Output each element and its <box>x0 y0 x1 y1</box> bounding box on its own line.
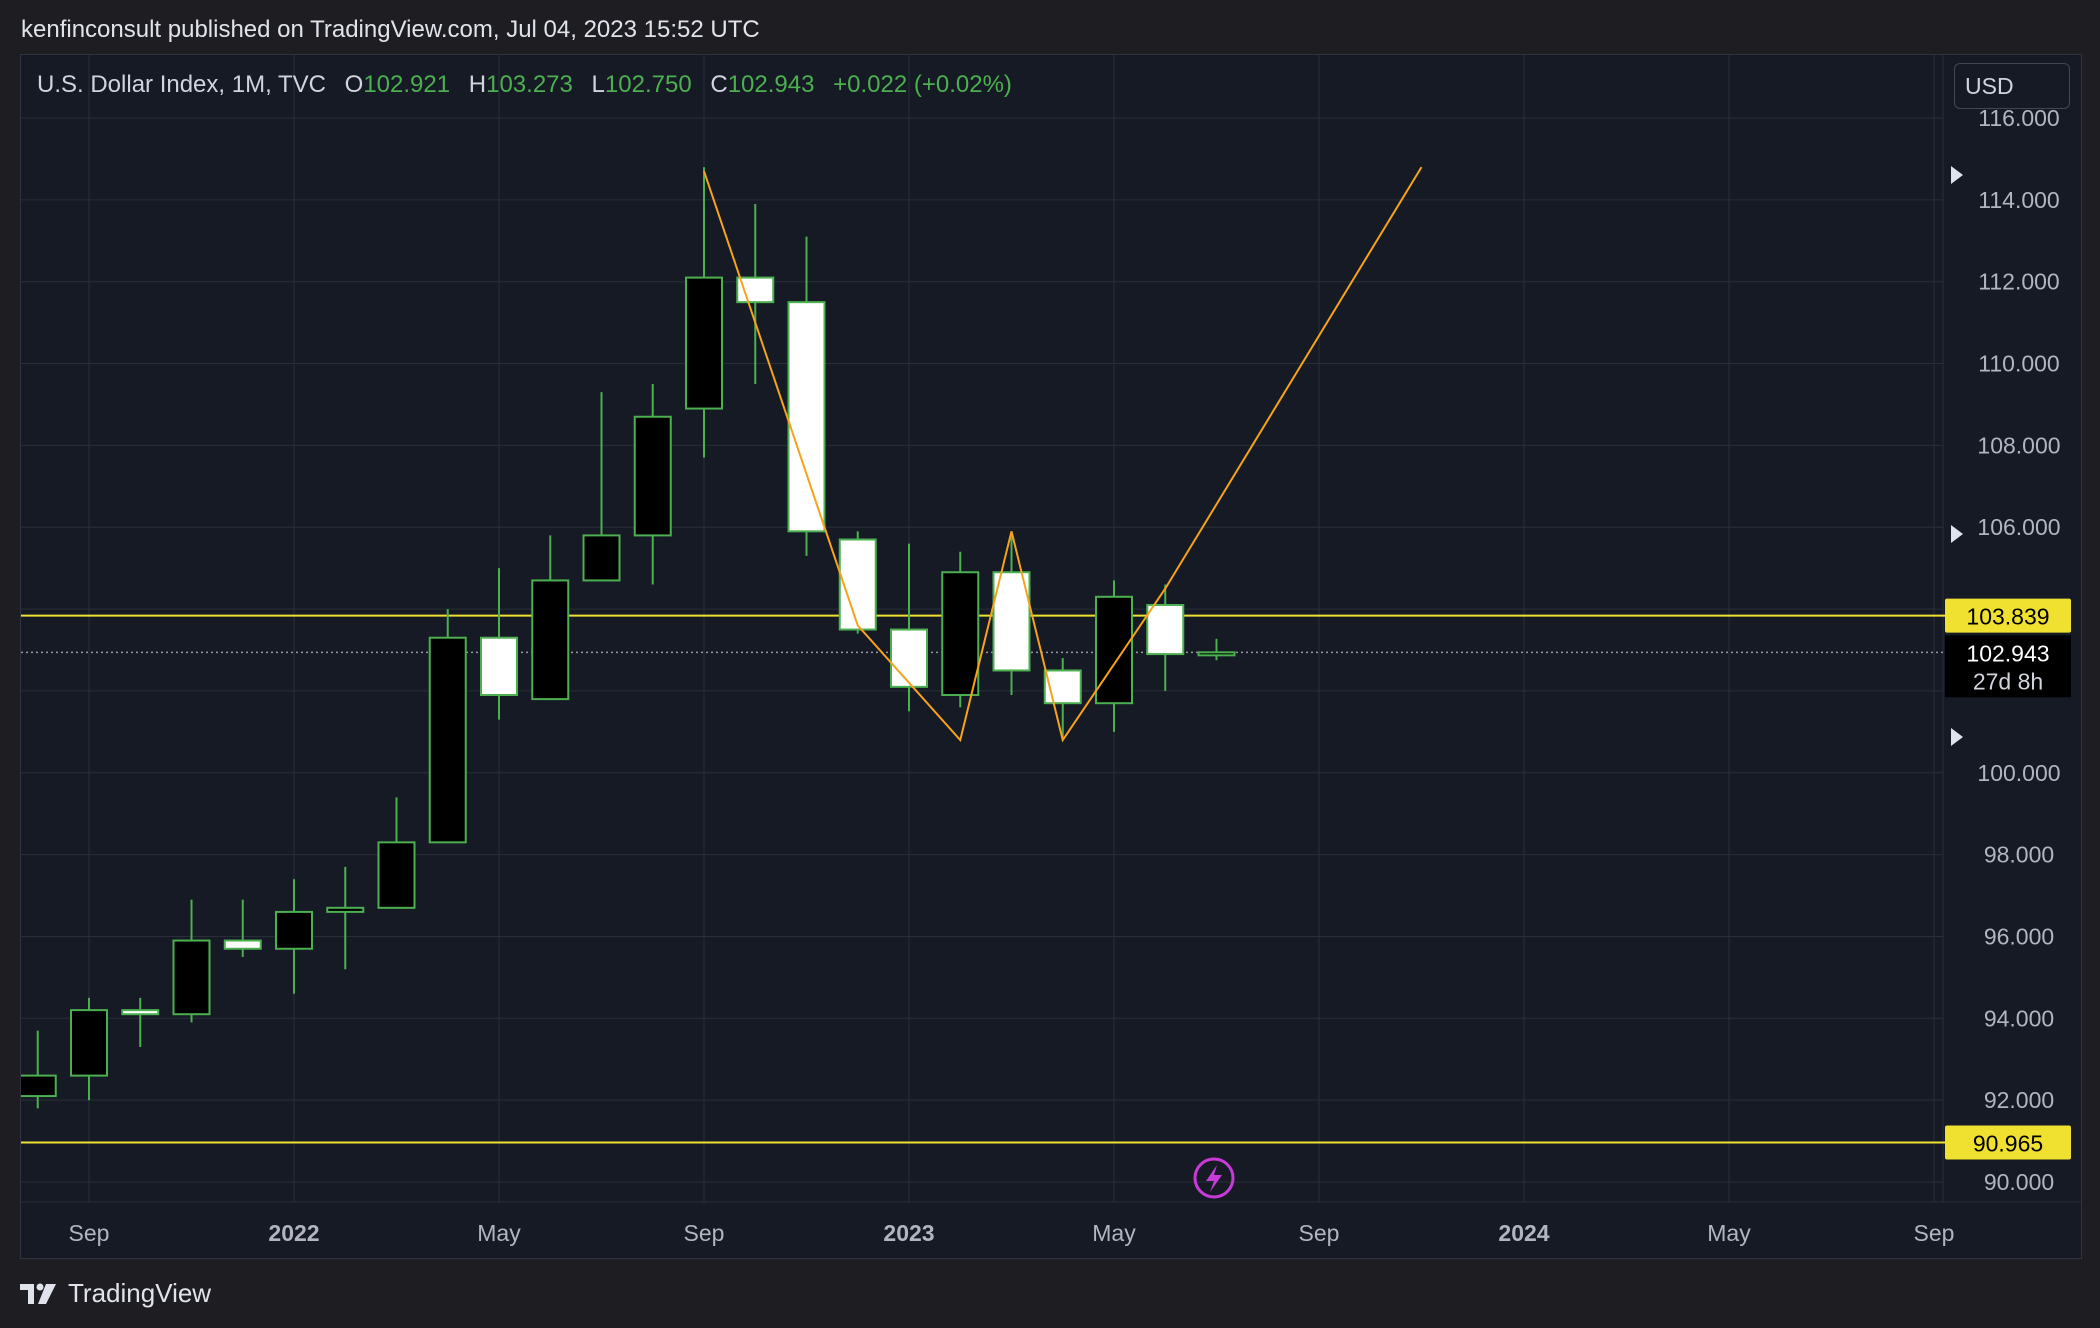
change-value: +0.022 (+0.02%) <box>833 71 1012 98</box>
candle-up[interactable] <box>70 1009 108 1077</box>
y-tick-label: 96.000 <box>1984 923 2054 949</box>
axis-scroll-arrow-icon[interactable] <box>1951 525 1963 543</box>
candle-up[interactable] <box>582 534 621 582</box>
candle-up[interactable] <box>377 841 416 909</box>
y-tick-label: 98.000 <box>1984 842 2054 868</box>
candle-down[interactable] <box>1043 669 1082 705</box>
candle-up[interactable] <box>1095 595 1133 705</box>
price-chart[interactable]: 116.000 114.000 112.000 110.000 108.000 106.0… <box>21 55 2081 1258</box>
candle-down[interactable] <box>480 636 518 697</box>
x-tick-label: 2022 <box>268 1220 319 1246</box>
candle-down[interactable] <box>890 628 928 688</box>
x-tick-label: May <box>1707 1220 1751 1246</box>
open-value: 102.921 <box>363 71 451 98</box>
symbol-legend: U.S. Dollar Index, 1M, TVC O102.921 H103… <box>37 71 1012 99</box>
level-price-label-bg <box>1945 598 2071 633</box>
candle-up[interactable] <box>633 415 672 537</box>
chart-pane[interactable]: 116.000 114.000 112.000 110.000 108.000 106.0… <box>20 54 2082 1259</box>
currency-button[interactable]: USD <box>1954 63 2070 109</box>
x-tick-label: May <box>1092 1220 1136 1246</box>
x-tick-label: 2023 <box>883 1220 934 1246</box>
x-tick-label: Sep <box>69 1220 110 1246</box>
tradingview-logo-icon <box>20 1283 56 1304</box>
y-tick-label: 108.000 <box>1977 432 2060 458</box>
candle-down[interactable] <box>121 1009 160 1016</box>
y-tick-label: 114.000 <box>1978 187 2059 213</box>
x-tick-label: Sep <box>1299 1220 1340 1246</box>
y-tick-label: 100.000 <box>1977 760 2060 786</box>
low-label: L <box>591 71 605 98</box>
y-tick-label: 90.000 <box>1984 1169 2054 1195</box>
lightning-event-icon[interactable] <box>1193 1157 1235 1199</box>
open-label: O <box>344 71 364 98</box>
candle-down[interactable] <box>992 571 1031 672</box>
publisher-line: kenfinconsult published on TradingView.c… <box>21 16 760 43</box>
y-tick-label: 110.000 <box>1978 351 2059 377</box>
lightning-bolt-icon <box>1206 1165 1222 1192</box>
candle-up[interactable] <box>326 906 365 913</box>
level-price-label-bg <box>1945 1125 2071 1160</box>
candle-up[interactable] <box>21 1074 57 1098</box>
x-tick-label: Sep <box>684 1220 725 1246</box>
candle-up[interactable] <box>685 276 723 410</box>
level-price-label: 90.965 <box>1973 1131 2043 1157</box>
projection-trend-line[interactable] <box>703 166 1423 743</box>
candle-down[interactable] <box>838 538 877 631</box>
axis-scroll-arrow-icon[interactable] <box>1951 166 1963 184</box>
y-tick-label: 94.000 <box>1984 1005 2054 1031</box>
y-tick-label: 106.000 <box>1977 514 2060 540</box>
axis-scroll-arrow-icon[interactable] <box>1951 728 1963 746</box>
candle-up[interactable] <box>428 636 467 844</box>
candle-up[interactable] <box>531 579 570 701</box>
high-label: H <box>468 71 487 98</box>
current-price-label: 102.943 <box>1966 640 2049 666</box>
low-value: 102.750 <box>604 71 692 98</box>
candle-down[interactable] <box>1146 603 1185 656</box>
candle-down[interactable] <box>736 276 775 304</box>
high-value: 103.273 <box>486 71 573 98</box>
x-tick-label: Sep <box>1914 1220 1955 1246</box>
y-tick-label: 116.000 <box>1978 105 2059 131</box>
close-label: C <box>710 71 728 98</box>
candle-up[interactable] <box>941 571 980 697</box>
tradingview-brand[interactable]: TradingView <box>20 1278 211 1309</box>
current-price-label-bg <box>1945 635 2071 698</box>
candle-down[interactable] <box>223 939 262 950</box>
close-value: 102.943 <box>727 71 815 98</box>
x-tick-label: May <box>477 1220 521 1246</box>
y-tick-label: 92.000 <box>1984 1087 2054 1113</box>
candle-up[interactable] <box>172 939 211 1016</box>
symbol-name[interactable]: U.S. Dollar Index, 1M, TVC <box>37 71 326 98</box>
level-price-label: 103.839 <box>1966 604 2049 630</box>
y-tick-label: 112.000 <box>1978 269 2059 295</box>
x-tick-label: 2024 <box>1498 1220 1549 1246</box>
bar-countdown-label: 27d 8h <box>1973 668 2043 694</box>
candle-up[interactable] <box>275 910 313 950</box>
brand-name: TradingView <box>68 1278 212 1308</box>
candle-down[interactable] <box>787 301 826 533</box>
candle-up[interactable] <box>1197 651 1236 657</box>
